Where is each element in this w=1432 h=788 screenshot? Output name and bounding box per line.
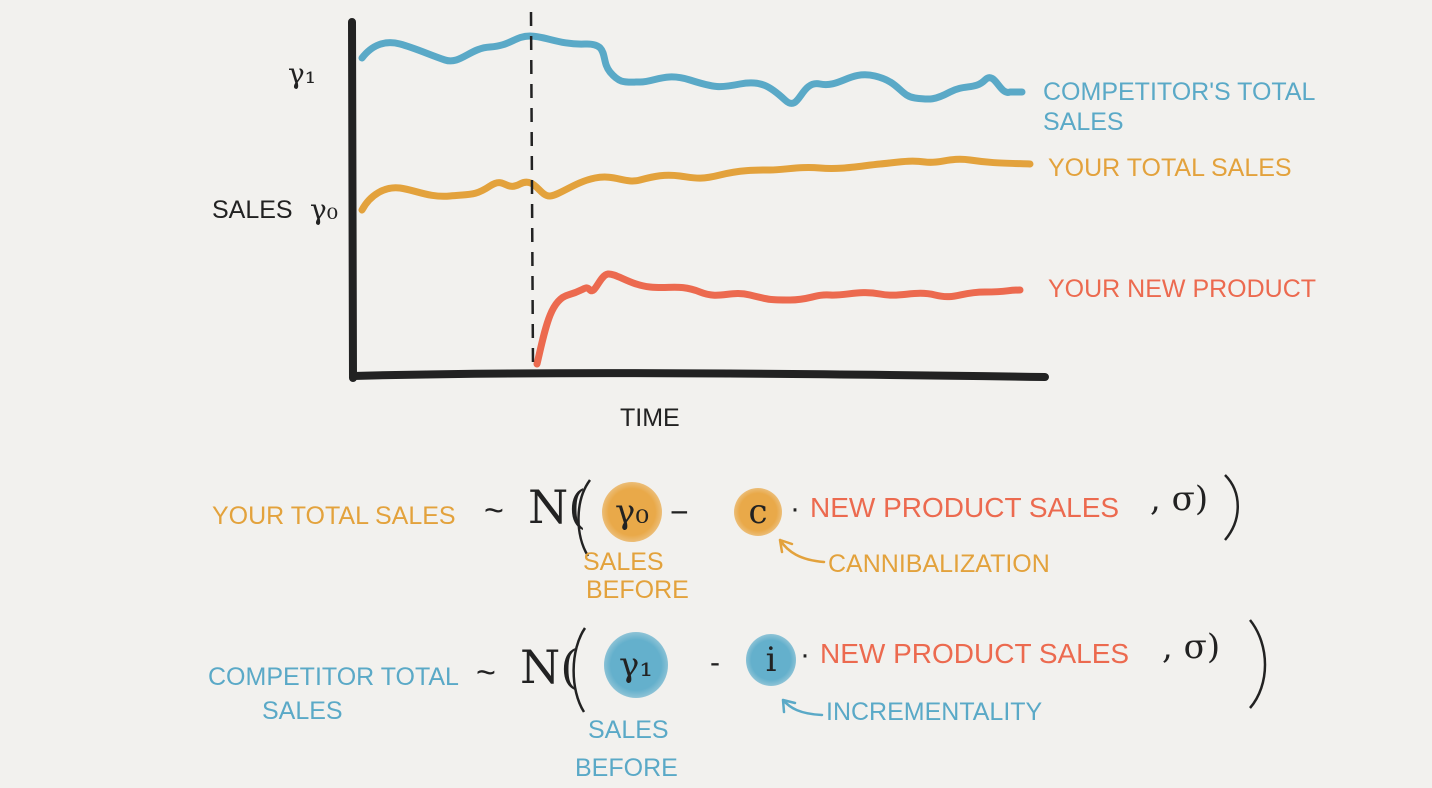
new-product-line — [533, 270, 1024, 368]
eq1-minus: − — [670, 494, 689, 530]
y-tick-gamma0: γ₀ — [310, 193, 338, 226]
eq1-note-param-line2: BEFORE — [586, 576, 689, 604]
eq1-sigma: , σ) — [1150, 479, 1209, 519]
your-total-sales-line — [358, 155, 1034, 214]
y-tick-gamma1: γ₁ — [288, 57, 316, 90]
eq2-dist: N( — [520, 640, 579, 694]
eq1-tilde: ~ — [484, 492, 504, 530]
eq1-term: NEW PRODUCT SALES — [810, 492, 1120, 523]
eq2-open-paren — [572, 627, 587, 713]
eq2-close-paren — [1249, 619, 1267, 709]
legend-your-total: YOUR TOTAL SALES — [1048, 154, 1292, 182]
legend-new-product: YOUR NEW PRODUCT — [1048, 275, 1317, 303]
legend-competitor: COMPETITOR'S TOTAL — [1043, 78, 1316, 106]
eq2-sigma: , σ) — [1162, 627, 1221, 667]
launch-dashed-line — [529, 11, 535, 369]
legend-competitor-line2: SALES — [1043, 108, 1124, 136]
eq2-param: γ₁ — [604, 632, 668, 698]
y-axis — [348, 18, 357, 382]
eq1-open-paren — [577, 479, 592, 557]
eq1-dist: N( — [528, 480, 587, 534]
eq2-lhs-line2: SALES — [262, 697, 343, 725]
x-axis — [349, 369, 1049, 381]
competitor-sales-line — [358, 32, 1026, 107]
eq2-tilde: ~ — [476, 654, 496, 692]
eq2-note-coef: INCREMENTALITY — [826, 698, 1043, 726]
eq2-term: NEW PRODUCT SALES — [820, 638, 1130, 669]
eq1-close-paren — [1224, 474, 1239, 541]
eq1-param: γ₀ — [602, 482, 662, 542]
eq1-coef: c — [734, 488, 782, 536]
eq1-note-coef: CANNIBALIZATION — [828, 550, 1050, 578]
eq1-note-param-line1: SALES — [583, 548, 664, 576]
eq1-dot: · — [790, 492, 800, 525]
eq2-dot: · — [800, 638, 810, 671]
eq2-minus: - — [710, 646, 720, 679]
eq2-coef: i — [746, 634, 796, 686]
x-axis-label: TIME — [620, 404, 680, 432]
eq1-lhs: YOUR TOTAL SALES — [212, 502, 456, 530]
y-axis-label: SALES — [212, 196, 293, 224]
eq2-lhs: COMPETITOR TOTAL — [208, 663, 459, 691]
incrementality-arrow-icon — [781, 698, 824, 717]
eq2-note-param-line1: SALES — [588, 716, 669, 744]
cannibalization-arrow-icon — [778, 538, 826, 564]
eq2-note-param-line2: BEFORE — [575, 754, 678, 782]
